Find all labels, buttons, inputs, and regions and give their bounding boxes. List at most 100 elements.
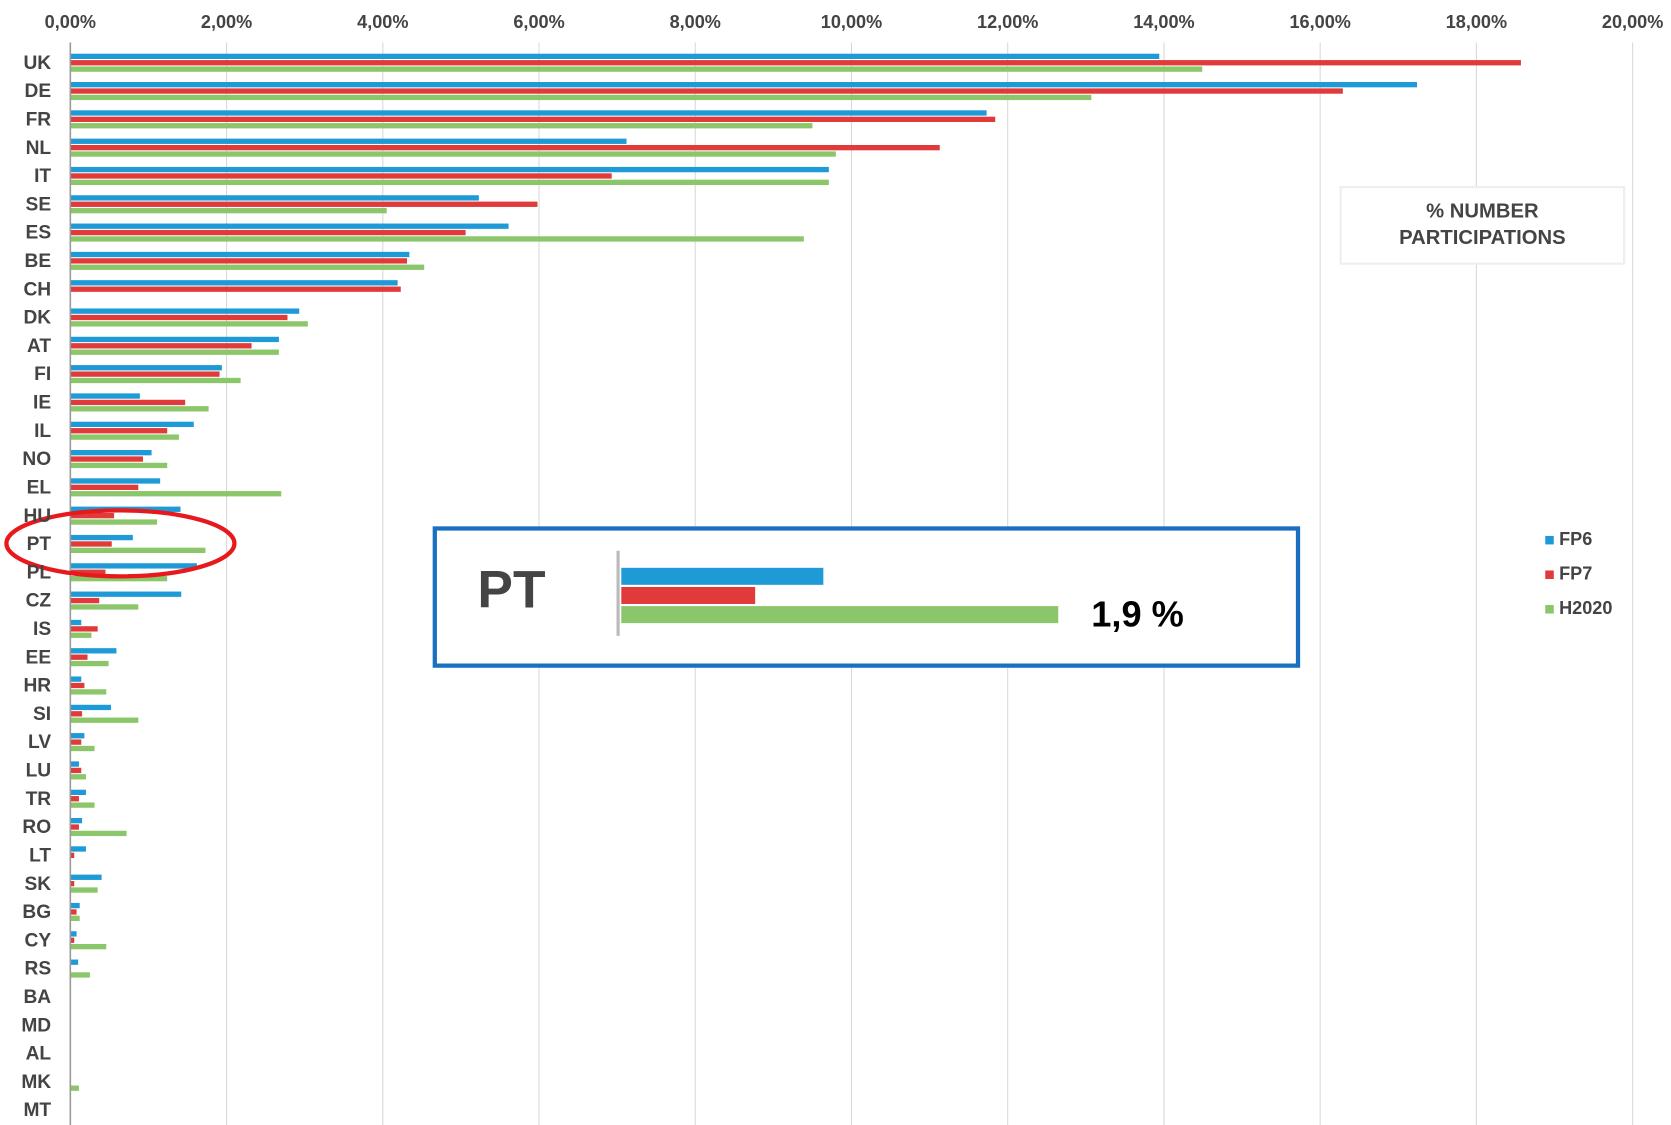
- bar: [70, 236, 804, 242]
- y-tick-label: IS: [33, 619, 51, 640]
- bar: [70, 399, 186, 406]
- bar: [70, 343, 252, 349]
- y-tick-label: BA: [23, 987, 51, 1008]
- bar: [70, 931, 77, 937]
- bar: [70, 66, 1203, 72]
- y-tick-label: CY: [24, 930, 51, 951]
- inset-bar: [621, 586, 756, 604]
- y-tick-label: RS: [24, 959, 51, 980]
- y-tick-label: ES: [26, 223, 52, 244]
- y-tick-label: FR: [26, 109, 52, 130]
- bar: [70, 547, 206, 554]
- title-line: % NUMBER: [1426, 201, 1539, 223]
- y-tick-label: IT: [34, 166, 51, 187]
- bar: [70, 959, 79, 965]
- bar: [70, 491, 282, 497]
- y-tick-label: LU: [26, 761, 52, 782]
- y-tick-label: BE: [24, 251, 51, 272]
- chart-title: % NUMBER PARTICIPATIONS: [1399, 201, 1565, 250]
- bar: [70, 462, 168, 469]
- bar: [70, 717, 139, 723]
- bar: [70, 739, 82, 745]
- bar: [70, 745, 95, 752]
- y-tick-label: PL: [27, 562, 52, 583]
- y-tick-label: IE: [33, 393, 51, 414]
- y-tick-label: AL: [26, 1044, 52, 1065]
- bar: [70, 406, 209, 412]
- bar: [70, 943, 107, 950]
- bar: [70, 937, 75, 943]
- bar: [70, 660, 109, 667]
- y-tick-label: SI: [33, 704, 51, 725]
- bar: [70, 676, 82, 682]
- y-tick-label: HU: [23, 506, 51, 527]
- bar: [70, 915, 80, 921]
- inset: PT 1,9 %: [432, 526, 1301, 668]
- bar: [70, 541, 112, 547]
- y-tick-label: MD: [21, 1015, 51, 1036]
- bar: [70, 802, 95, 808]
- bar: [70, 604, 139, 610]
- x-tick-label: 8,00%: [670, 12, 721, 32]
- highlight-ellipse: [4, 508, 237, 579]
- bar: [70, 53, 1160, 60]
- y-tick-label: AT: [27, 336, 51, 357]
- x-tick-label: 10,00%: [821, 12, 882, 32]
- bar: [70, 421, 194, 428]
- bar: [70, 201, 538, 207]
- bar: [70, 60, 1521, 66]
- bar: [70, 761, 79, 767]
- bar: [70, 258, 408, 264]
- bar: [70, 1085, 79, 1091]
- inset-box: [432, 526, 1301, 668]
- bar: [70, 123, 813, 129]
- bar: [70, 94, 1092, 101]
- y-tick-label: FI: [34, 364, 51, 385]
- legend-label: FP7: [1559, 564, 1592, 584]
- y-tick-label: IL: [34, 421, 51, 442]
- bar: [70, 512, 115, 519]
- bar: [70, 166, 829, 173]
- bar: [70, 173, 612, 179]
- inset-label: PT: [477, 560, 545, 619]
- y-tick-label: RO: [22, 817, 51, 838]
- x-tick-label: 18,00%: [1446, 12, 1507, 32]
- x-tick-label: 0,00%: [45, 12, 96, 32]
- bar: [70, 349, 279, 355]
- y-tick-label: MT: [23, 1100, 51, 1121]
- bar: [70, 365, 222, 371]
- y-tick-label: UK: [23, 53, 51, 74]
- bar: [70, 280, 398, 286]
- y-tick-label: DK: [23, 308, 51, 329]
- bar: [70, 377, 241, 384]
- legend-label: H2020: [1559, 598, 1612, 618]
- bar: [70, 682, 85, 689]
- x-tick-label: 20,00%: [1602, 12, 1663, 32]
- bar: [70, 229, 466, 236]
- x-tick-label: 12,00%: [977, 12, 1038, 32]
- bar: [70, 371, 220, 377]
- bar: [70, 654, 88, 660]
- y-tick-label: PT: [27, 534, 52, 555]
- bar: [70, 110, 987, 116]
- bar: [70, 569, 106, 575]
- bar: [70, 138, 627, 144]
- bar: [70, 286, 401, 292]
- bar: [70, 456, 143, 462]
- x-tick-label: 4,00%: [357, 12, 408, 32]
- bar: [70, 852, 75, 859]
- y-tick-label: SK: [24, 874, 51, 895]
- legend: FP6 FP7 H2020: [1545, 529, 1612, 618]
- legend-swatch: [1545, 535, 1554, 545]
- x-tick-label: 14,00%: [1133, 12, 1194, 32]
- bar: [70, 774, 86, 780]
- bar: [70, 336, 279, 343]
- bar: [70, 484, 139, 491]
- bar: [70, 767, 82, 774]
- inset-bar: [621, 567, 824, 585]
- bar: [70, 575, 168, 582]
- bar: [70, 846, 86, 852]
- bar: [70, 880, 75, 887]
- bar: [70, 711, 83, 717]
